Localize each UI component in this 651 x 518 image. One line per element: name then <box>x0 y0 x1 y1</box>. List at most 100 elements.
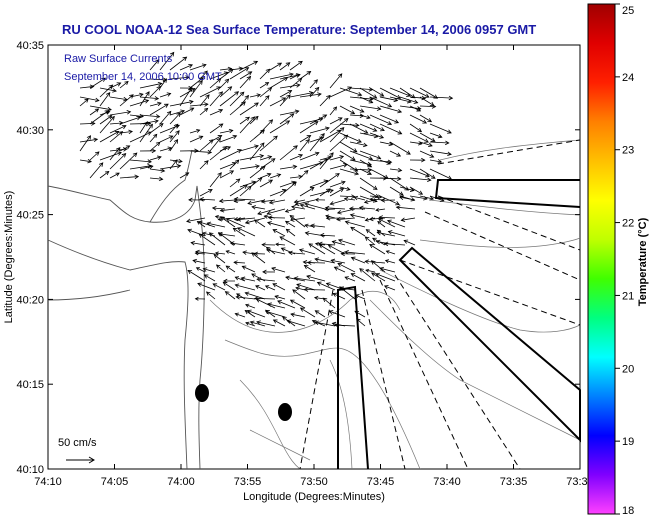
current-vector <box>239 181 256 188</box>
current-vector-head <box>428 142 433 148</box>
transect-box-east <box>398 246 581 443</box>
current-vector <box>409 195 428 200</box>
current-vector-head <box>222 146 228 151</box>
current-vector <box>209 71 229 80</box>
current-vector-head <box>256 277 261 282</box>
current-vector <box>369 114 392 125</box>
current-vector-head <box>396 152 402 157</box>
current-vector <box>212 283 226 291</box>
marker-east <box>278 403 292 421</box>
current-vector-head <box>218 198 224 204</box>
current-vector <box>219 135 237 143</box>
current-vector <box>139 96 159 100</box>
colorbar-tick-label: 22 <box>622 218 634 230</box>
figure-title: RU COOL NOAA-12 Sea Surface Temperature:… <box>62 22 536 37</box>
current-vector-head <box>188 197 193 203</box>
current-vector <box>209 78 221 89</box>
current-vector <box>169 110 185 116</box>
current-vector-head <box>313 79 318 84</box>
current-vector <box>288 252 306 255</box>
current-vector <box>359 96 373 104</box>
current-vector <box>307 262 326 264</box>
current-vector-head <box>166 110 172 116</box>
current-vector <box>279 110 299 116</box>
current-vector <box>359 268 376 282</box>
current-vector <box>99 115 112 125</box>
current-vector <box>359 177 378 190</box>
current-vector-head <box>431 104 437 109</box>
current-vector-head <box>295 73 301 78</box>
current-vector <box>250 321 266 327</box>
current-vector-head <box>320 133 325 138</box>
current-vector-head <box>247 200 252 206</box>
current-vector-head <box>245 116 250 122</box>
current-vector <box>189 103 208 107</box>
colorbar-tick-label: 24 <box>622 72 634 84</box>
current-vector-head <box>275 242 279 247</box>
current-vector-head <box>372 237 377 242</box>
current-vector <box>339 123 359 126</box>
current-vector <box>119 94 134 107</box>
current-vector-head <box>155 141 161 147</box>
current-vector-head <box>173 123 179 129</box>
current-vector-head <box>322 297 328 303</box>
current-vector-head <box>348 206 354 211</box>
current-vector <box>359 87 377 99</box>
current-vector-head <box>286 319 292 324</box>
current-vector <box>309 87 320 98</box>
current-vector-head <box>272 319 278 324</box>
current-vector-head <box>421 95 427 101</box>
current-vector <box>366 229 376 237</box>
current-vector-head <box>429 196 435 201</box>
current-vector <box>359 150 381 159</box>
current-vector-head <box>218 108 224 114</box>
current-vector-head <box>175 130 180 135</box>
current-vector <box>299 170 309 179</box>
current-vector <box>419 132 436 142</box>
current-vector-head <box>226 146 232 151</box>
x-axis-ticks: 74:10 74:05 74:00 73:55 73:50 73:45 73:40 73:35… <box>34 45 594 488</box>
current-vector-head <box>337 238 343 244</box>
current-vector-head <box>349 213 355 218</box>
current-vector <box>187 270 206 282</box>
current-vector <box>309 133 325 152</box>
current-vector-head <box>158 123 164 128</box>
current-vector <box>354 196 366 201</box>
current-vector-head <box>313 295 319 301</box>
current-vector <box>369 87 384 97</box>
current-vector <box>139 120 159 125</box>
current-vector <box>265 285 276 291</box>
current-vector <box>225 291 236 300</box>
current-vector-head <box>243 184 248 189</box>
current-vector-head <box>129 94 134 99</box>
current-vector <box>256 321 276 327</box>
current-vector <box>349 123 368 134</box>
current-vector <box>429 123 452 134</box>
current-vector-head <box>217 172 222 177</box>
current-vector <box>274 295 286 300</box>
current-vector-head <box>325 214 330 219</box>
current-vector <box>159 165 181 170</box>
current-vector-head <box>101 77 107 82</box>
current-vector <box>236 293 246 300</box>
current-vector <box>339 87 362 96</box>
current-vector <box>237 217 256 221</box>
current-vector-head <box>260 142 265 148</box>
current-vector-head <box>216 78 222 83</box>
current-vector-head <box>379 266 385 272</box>
current-vector-head <box>302 259 308 265</box>
current-vector <box>219 68 232 71</box>
current-vector-head <box>346 186 351 191</box>
y-tick-label: 40:35 <box>16 40 44 52</box>
current-vector-head <box>444 140 450 146</box>
current-vector-head <box>285 228 291 233</box>
current-vector-head <box>295 286 300 291</box>
x-tick-label: 74:00 <box>167 476 195 488</box>
y-tick-label: 40:30 <box>16 125 44 137</box>
current-vector <box>379 87 401 99</box>
current-vector-head <box>134 174 140 180</box>
current-vector <box>279 84 300 89</box>
current-vector <box>329 181 346 188</box>
current-vector-head <box>244 67 250 72</box>
